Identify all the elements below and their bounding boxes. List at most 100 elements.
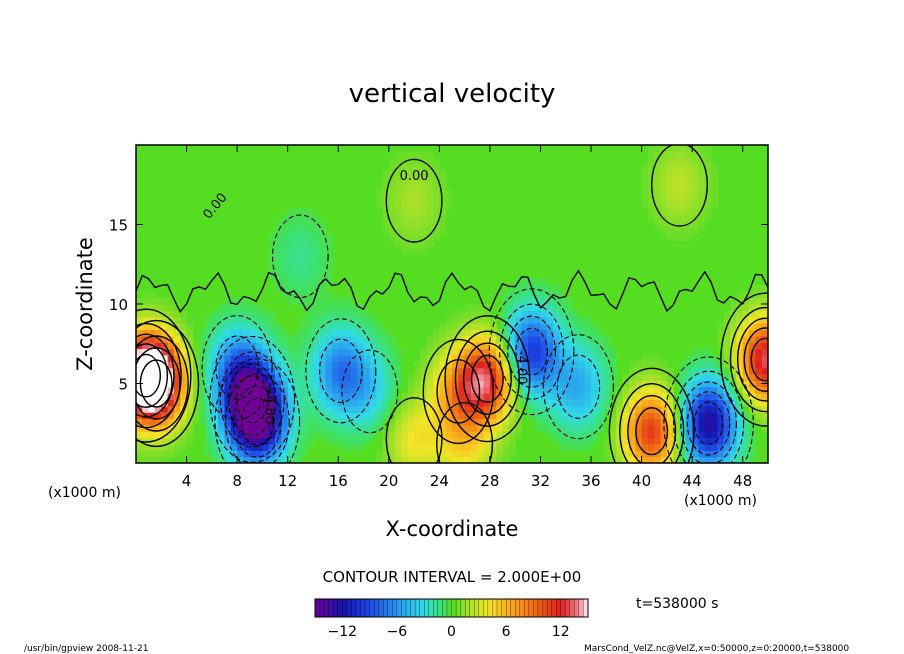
heatmap-cell <box>357 373 365 381</box>
heatmap-cell <box>445 342 453 350</box>
heatmap-cell <box>281 342 289 350</box>
heatmap-cell <box>249 354 257 362</box>
heatmap-cell <box>736 367 744 375</box>
heatmap-cell <box>306 246 314 254</box>
contour-line-positive <box>454 330 520 427</box>
heatmap-cell <box>186 323 194 331</box>
heatmap-cell <box>698 361 706 369</box>
heatmap-cell <box>508 297 516 305</box>
heatmap-cell <box>243 297 251 305</box>
heatmap-cell <box>319 354 327 362</box>
heatmap-cell <box>679 157 687 165</box>
heatmap-cell <box>717 323 725 331</box>
heatmap-cell <box>275 437 282 445</box>
heatmap-cell <box>237 386 245 394</box>
heatmap-cell <box>578 431 586 439</box>
heatmap-cell <box>445 367 453 375</box>
heatmap-cell <box>275 329 282 337</box>
heatmap-cell <box>717 335 725 343</box>
heatmap-cell <box>647 151 655 159</box>
heatmap-cell <box>300 227 308 235</box>
heatmap-cell <box>647 195 655 203</box>
heatmap-cell <box>540 284 548 292</box>
heatmap-cell <box>357 412 365 420</box>
heatmap-cell <box>483 450 491 458</box>
heatmap-cell <box>363 361 371 369</box>
heatmap-cell <box>306 234 314 241</box>
heatmap-cell <box>711 170 719 178</box>
heatmap-cell <box>521 348 529 356</box>
heatmap-cell <box>489 348 497 356</box>
heatmap-cell <box>742 291 750 299</box>
heatmap-cell <box>723 418 731 426</box>
heatmap-cell <box>433 431 440 439</box>
heatmap-cell <box>224 424 232 432</box>
heatmap-cell <box>237 361 245 369</box>
heatmap-cell <box>502 437 510 445</box>
heatmap-cell <box>508 316 516 324</box>
heatmap-cell <box>628 386 636 394</box>
heatmap-cell <box>749 304 756 311</box>
heatmap-cell <box>294 386 301 394</box>
heatmap-cell <box>641 386 649 394</box>
heatmap-cell <box>173 310 181 318</box>
contour-line-positive <box>635 407 669 456</box>
heatmap-cell <box>439 361 447 369</box>
heatmap-cell <box>331 380 339 388</box>
heatmap-cell <box>508 342 516 350</box>
heatmap-cell <box>136 443 143 451</box>
heatmap-cell <box>622 380 630 388</box>
heatmap-cell <box>395 380 403 388</box>
heatmap-cell <box>553 431 561 439</box>
heatmap-cell <box>388 443 396 451</box>
heatmap-cell <box>294 348 301 356</box>
heatmap-cell <box>534 354 542 362</box>
heatmap-cell <box>572 316 579 324</box>
heatmap-cell <box>704 176 712 184</box>
heatmap-cell <box>742 456 750 463</box>
heatmap-cell <box>711 412 719 420</box>
heatmap-cell <box>287 354 295 362</box>
heatmap-cell <box>654 145 662 152</box>
heatmap-cell <box>477 386 485 394</box>
heatmap-cell <box>426 399 434 407</box>
heatmap-cell <box>508 424 516 432</box>
x-tick-label: 40 <box>632 472 651 490</box>
heatmap-cell <box>502 323 510 331</box>
contour-line-positive <box>627 395 677 463</box>
x-tick-label: 8 <box>232 472 242 490</box>
heatmap-cell <box>717 412 725 420</box>
heatmap-cell <box>508 393 516 400</box>
heatmap-cell <box>464 323 472 331</box>
heatmap-cell <box>502 348 510 356</box>
heatmap-cell <box>546 361 554 369</box>
heatmap-cell <box>717 443 725 451</box>
heatmap-cell <box>717 450 725 458</box>
heatmap-cell <box>401 399 409 407</box>
heatmap-cell <box>230 373 238 381</box>
heatmap-cell <box>458 367 466 375</box>
heatmap-cell <box>287 259 295 267</box>
heatmap-cell <box>275 386 282 394</box>
x-tick-label: 48 <box>733 472 752 490</box>
heatmap-cell <box>433 399 440 407</box>
heatmap-cell <box>723 456 731 463</box>
heatmap-cell <box>445 450 453 458</box>
heatmap-cell <box>679 176 687 184</box>
heatmap-cell <box>496 354 504 362</box>
y-axis-label: Z-coordinate <box>73 237 97 371</box>
heatmap-cell <box>395 151 403 159</box>
heatmap-cell <box>218 431 226 439</box>
heatmap-cell <box>312 253 320 261</box>
heatmap-cell <box>755 284 763 292</box>
heatmap-cell <box>749 316 756 324</box>
heatmap-cell <box>287 297 295 305</box>
heatmap-cell <box>464 373 472 381</box>
chart-title: vertical velocity <box>349 79 556 109</box>
heatmap-cell <box>464 456 472 463</box>
heatmap-cell <box>218 418 226 426</box>
heatmap-cell <box>205 323 213 331</box>
x-tick-label: 4 <box>182 472 192 490</box>
heatmap-cell <box>553 348 561 356</box>
heatmap-cell <box>294 405 301 413</box>
